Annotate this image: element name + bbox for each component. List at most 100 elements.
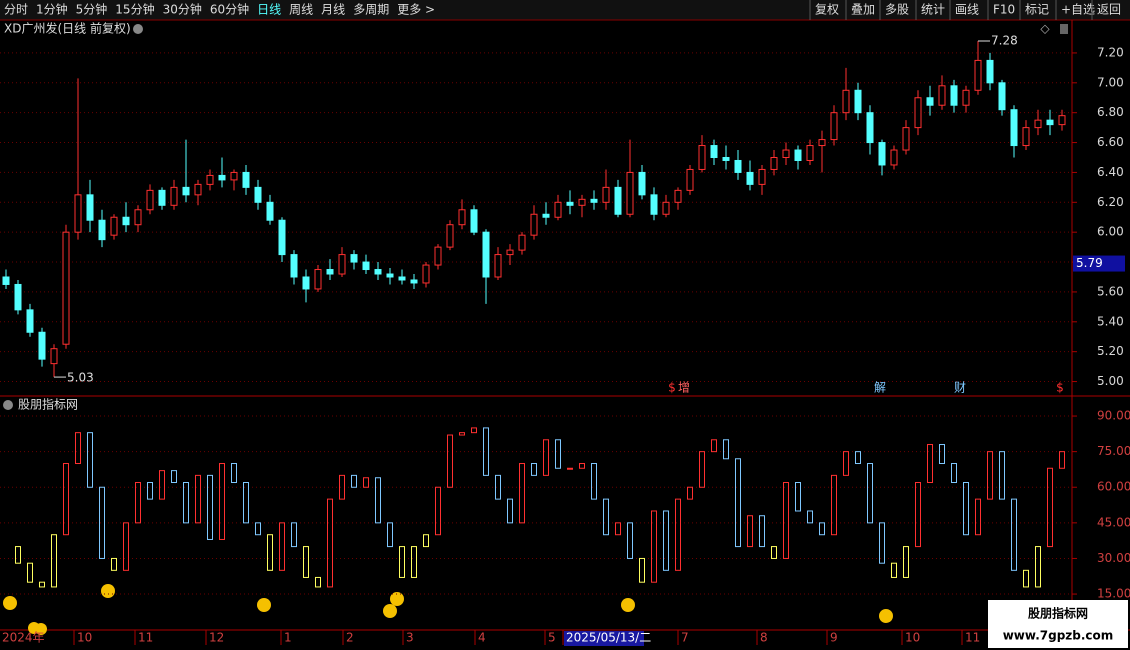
candle-body bbox=[554, 201, 562, 218]
period-tab[interactable]: 1分钟 bbox=[36, 2, 68, 17]
candle-body bbox=[362, 261, 370, 271]
candle-body bbox=[98, 219, 106, 241]
candle-body bbox=[974, 59, 982, 91]
candle-body bbox=[698, 145, 706, 170]
period-tab[interactable]: 30分钟 bbox=[163, 2, 202, 17]
candle-body bbox=[794, 149, 802, 161]
dropdown-icon[interactable] bbox=[133, 24, 143, 34]
indicator-bar bbox=[375, 477, 381, 524]
candle-body bbox=[914, 97, 922, 129]
indicator-bar bbox=[615, 522, 621, 536]
candle-body bbox=[746, 171, 754, 185]
indicator-bar bbox=[843, 451, 849, 476]
indicator-bar bbox=[51, 534, 57, 588]
dropdown-icon[interactable] bbox=[3, 400, 13, 410]
candle-body bbox=[902, 127, 910, 151]
indicator-bar bbox=[423, 534, 429, 548]
indicator-bar bbox=[735, 458, 741, 548]
toolbar-button[interactable]: 叠加 bbox=[851, 3, 875, 17]
period-tab[interactable]: 多周期 bbox=[353, 3, 389, 17]
indicator-bar bbox=[399, 546, 405, 578]
toolbar-button[interactable]: +自选 bbox=[1061, 3, 1095, 17]
high-marker: 7.28 bbox=[991, 33, 1018, 47]
indicator-bar bbox=[831, 474, 837, 536]
indicator-bar bbox=[267, 534, 273, 571]
indicator-bar bbox=[519, 463, 525, 524]
event-marker[interactable]: 增 bbox=[678, 381, 690, 395]
period-tab[interactable]: 分时 bbox=[4, 3, 28, 17]
x-tick-label: 10 bbox=[905, 631, 920, 645]
event-marker[interactable]: 财 bbox=[954, 381, 966, 395]
candle-body bbox=[854, 89, 862, 114]
indicator-bar bbox=[207, 474, 213, 540]
candle-body bbox=[290, 254, 298, 278]
period-tab[interactable]: 15分钟 bbox=[115, 2, 154, 17]
candle-body bbox=[950, 85, 958, 106]
x-tick-label: 3 bbox=[406, 631, 414, 645]
watermark-url: www.7gpzb.com bbox=[1003, 629, 1114, 643]
indicator-bar bbox=[171, 470, 177, 483]
indicator-bar bbox=[1059, 451, 1065, 469]
candle-body bbox=[434, 246, 442, 266]
toolbar-button[interactable]: 复权 bbox=[815, 3, 839, 17]
indicator-bar bbox=[435, 486, 441, 536]
y-tick-label: 7.20 bbox=[1097, 45, 1124, 59]
candle-body bbox=[446, 224, 454, 248]
y-tick-label: 6.80 bbox=[1097, 105, 1124, 119]
y-tick-label: 5.00 bbox=[1097, 374, 1124, 388]
period-tab[interactable]: 月线 bbox=[321, 3, 345, 17]
toolbar-button[interactable]: 多股 bbox=[885, 3, 909, 17]
toolbar-button[interactable]: 标记 bbox=[1025, 3, 1049, 17]
candle-body bbox=[722, 156, 730, 161]
y-tick-label: 6.40 bbox=[1097, 165, 1124, 179]
period-tab[interactable]: 日线 bbox=[257, 3, 281, 17]
indicator-bar bbox=[699, 451, 705, 488]
diamond-icon[interactable]: ◇ bbox=[1040, 22, 1050, 36]
toolbar-button[interactable]: 返回 bbox=[1097, 3, 1121, 17]
period-tab[interactable]: 60分钟 bbox=[210, 2, 249, 17]
event-marker[interactable]: 解 bbox=[874, 381, 886, 395]
indicator-bar bbox=[927, 444, 933, 483]
period-tab[interactable]: 周线 bbox=[289, 3, 313, 17]
toolbar-button[interactable]: 画线 bbox=[955, 3, 979, 17]
indicator-bar bbox=[87, 432, 93, 488]
toolbar-button[interactable]: 统计 bbox=[921, 3, 945, 17]
candle-body bbox=[938, 85, 946, 106]
candle-body bbox=[1058, 115, 1066, 126]
candle-body bbox=[254, 186, 262, 203]
y-tick-label: 75.00 bbox=[1097, 444, 1130, 458]
chart-title: XD广州发(日线 前复权) bbox=[4, 21, 131, 36]
indicator-bar bbox=[243, 481, 249, 524]
candle-body bbox=[122, 216, 130, 226]
indicator-bar bbox=[987, 451, 993, 500]
candle-body bbox=[170, 186, 178, 206]
indicator-bar bbox=[63, 463, 69, 536]
candle-body bbox=[38, 331, 46, 360]
x-tick-label: 2025/05/13/二 bbox=[566, 631, 651, 645]
indicator-bar bbox=[99, 486, 105, 559]
x-tick-label: 11 bbox=[965, 631, 980, 645]
candle-body bbox=[158, 189, 166, 206]
period-tab[interactable]: 更多 > bbox=[397, 3, 435, 17]
y-tick-label: 30.00 bbox=[1097, 551, 1130, 565]
x-tick-label: 9 bbox=[830, 631, 838, 645]
candle-body bbox=[638, 171, 646, 196]
toolbar-button[interactable]: F10 bbox=[993, 3, 1015, 17]
candle-body bbox=[518, 234, 526, 251]
scroll-icon[interactable] bbox=[1060, 24, 1068, 34]
indicator-bar bbox=[603, 498, 609, 536]
event-marker[interactable]: $ bbox=[668, 381, 676, 395]
indicator-bar bbox=[531, 463, 537, 476]
indicator-bar bbox=[579, 463, 585, 469]
event-marker[interactable]: $ bbox=[1056, 381, 1064, 395]
period-tab[interactable]: 5分钟 bbox=[76, 2, 108, 17]
candle-body bbox=[350, 254, 358, 263]
candle-body bbox=[422, 264, 430, 284]
candle-body bbox=[134, 209, 142, 226]
indicator-bar bbox=[915, 481, 921, 548]
indicator-bar bbox=[807, 510, 813, 524]
indicator-bar bbox=[567, 467, 573, 470]
candle-body bbox=[242, 171, 250, 188]
indicator-bar bbox=[543, 439, 549, 476]
